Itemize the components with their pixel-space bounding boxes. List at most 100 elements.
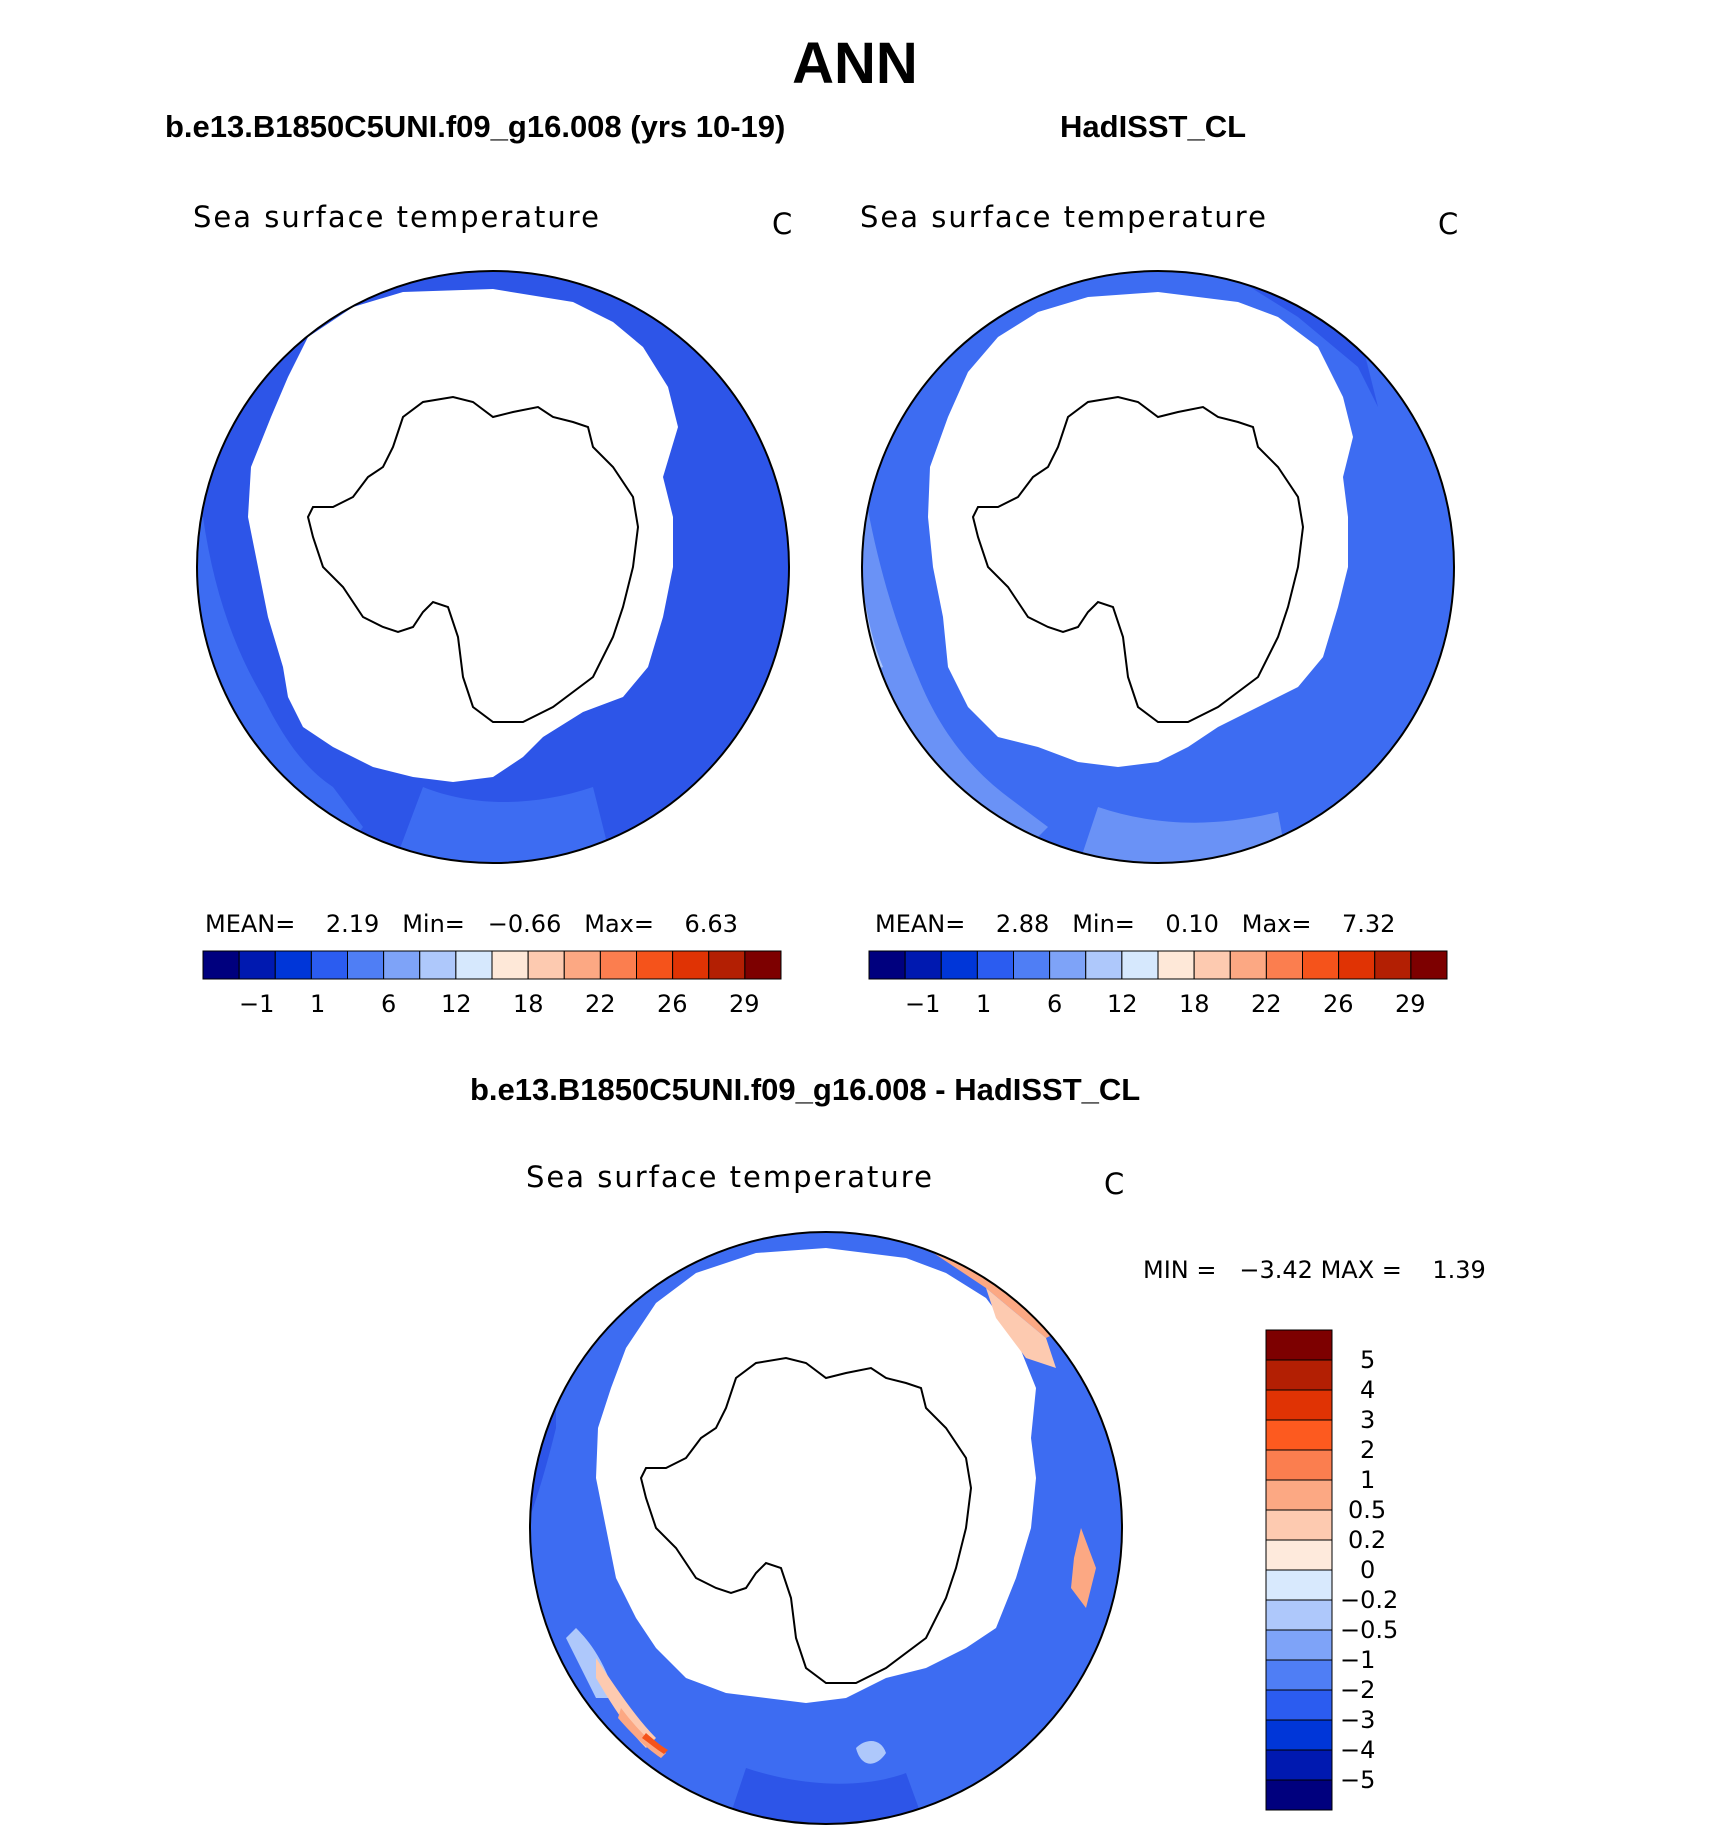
diff-colorbar-swatch	[1265, 1509, 1333, 1541]
cb1-tick: 6	[381, 990, 397, 1018]
diff-colorbar-tick: 1	[1360, 1466, 1376, 1494]
panel-1-polar-map	[196, 270, 790, 864]
panel-1-colorbar-ticks: −1 1 6 12 18 22 26 29	[203, 990, 781, 1020]
diff-colorbar-tick: −0.5	[1340, 1616, 1399, 1644]
diff-panel-units: C	[1104, 1167, 1127, 1201]
cb1-tick: 26	[657, 990, 688, 1018]
colorbar-swatch	[672, 950, 710, 980]
panel-2-colorbar-ticks: −1 1 6 12 18 22 26 29	[869, 990, 1447, 1020]
colorbar-swatch	[1374, 950, 1412, 980]
diff-panel-polar-map	[529, 1231, 1123, 1825]
diff-colorbar-tick: 2	[1360, 1436, 1376, 1464]
panel-1-units: C	[772, 207, 795, 241]
diff-colorbar-tick: −5	[1340, 1766, 1376, 1794]
colorbar-swatch	[1410, 950, 1448, 980]
diff-colorbar-tick: 3	[1360, 1406, 1376, 1434]
diff-colorbar-swatch	[1265, 1329, 1333, 1361]
colorbar-swatch	[238, 950, 276, 980]
diff-colorbar-swatch	[1265, 1569, 1333, 1601]
diff-panel-variable: Sea surface temperature	[526, 1160, 934, 1194]
cb1-tick: 12	[441, 990, 472, 1018]
diff-colorbar-tick: −2	[1340, 1676, 1376, 1704]
colorbar-swatch	[636, 950, 674, 980]
colorbar-swatch	[1085, 950, 1123, 980]
colorbar-swatch	[904, 950, 942, 980]
cb1-tick: 29	[729, 990, 760, 1018]
diff-colorbar-swatch	[1265, 1539, 1333, 1571]
colorbar-swatch	[940, 950, 978, 980]
antarctica-outline	[971, 395, 1305, 723]
panel-2-colorbar	[868, 950, 1448, 980]
panel-2-variable: Sea surface temperature	[860, 200, 1268, 234]
colorbar-swatch	[1013, 950, 1051, 980]
colorbar-swatch	[310, 950, 348, 980]
colorbar-swatch	[868, 950, 906, 980]
diff-colorbar-swatch	[1265, 1479, 1333, 1511]
diff-colorbar	[1265, 1329, 1333, 1811]
panel-2-stats: MEAN= 2.88 Min= 0.10 Max= 7.32	[875, 910, 1396, 938]
panel-1-title: b.e13.B1850C5UNI.f09_g16.008 (yrs 10-19)	[165, 109, 786, 144]
antarctica-outline	[306, 395, 640, 723]
colorbar-swatch	[1193, 950, 1231, 980]
diff-colorbar-tick: 0.2	[1348, 1526, 1387, 1554]
diff-colorbar-swatch	[1265, 1779, 1333, 1811]
diff-colorbar-swatch	[1265, 1689, 1333, 1721]
cb2-tick: 29	[1395, 990, 1426, 1018]
antarctica-outline	[639, 1356, 973, 1684]
diff-panel-title: b.e13.B1850C5UNI.f09_g16.008 - HadISST_C…	[470, 1072, 1141, 1107]
colorbar-swatch	[455, 950, 493, 980]
colorbar-swatch	[202, 950, 240, 980]
cb1-tick: 1	[310, 990, 326, 1018]
colorbar-swatch	[1049, 950, 1087, 980]
colorbar-swatch	[1302, 950, 1340, 980]
diff-colorbar-swatch	[1265, 1419, 1333, 1451]
diff-colorbar-tick: −1	[1340, 1646, 1376, 1674]
colorbar-swatch	[1265, 950, 1303, 980]
cb2-tick: 22	[1251, 990, 1282, 1018]
diff-colorbar-swatch	[1265, 1659, 1333, 1691]
cb2-tick: 18	[1179, 990, 1210, 1018]
diff-colorbar-tick: 4	[1360, 1376, 1376, 1404]
colorbar-swatch	[708, 950, 746, 980]
colorbar-swatch	[1229, 950, 1267, 980]
cb2-tick: −1	[905, 990, 941, 1018]
diff-colorbar-tick: −3	[1340, 1706, 1376, 1734]
diff-colorbar-swatch	[1265, 1449, 1333, 1481]
diff-colorbar-tick: 5	[1360, 1346, 1376, 1374]
colorbar-swatch	[274, 950, 312, 980]
colorbar-swatch	[347, 950, 385, 980]
diff-colorbar-swatch	[1265, 1359, 1333, 1391]
diff-colorbar-tick: 0	[1360, 1556, 1376, 1584]
panel-2-polar-map	[861, 270, 1455, 864]
cb2-tick: 12	[1107, 990, 1138, 1018]
colorbar-swatch	[976, 950, 1014, 980]
diff-colorbar-ticks: 5 4 3 2 1 0.5 0.2 0 −0.2 −0.5 −1 −2 −3 −4 −5	[1340, 1330, 1460, 1810]
colorbar-swatch	[1157, 950, 1195, 980]
diff-colorbar-swatch	[1265, 1749, 1333, 1781]
colorbar-swatch	[599, 950, 637, 980]
cb1-tick: −1	[239, 990, 275, 1018]
diff-colorbar-tick: 0.5	[1348, 1496, 1387, 1524]
colorbar-swatch	[563, 950, 601, 980]
figure-title: ANN	[792, 31, 918, 96]
panel-1-stats: MEAN= 2.19 Min= −0.66 Max= 6.63	[205, 910, 738, 938]
cb2-tick: 1	[976, 990, 992, 1018]
panel-1-variable: Sea surface temperature	[193, 200, 601, 234]
diff-colorbar-swatch	[1265, 1599, 1333, 1631]
panel-2-title: HadISST_CL	[1060, 109, 1247, 144]
colorbar-swatch	[744, 950, 782, 980]
cb2-tick: 6	[1047, 990, 1063, 1018]
colorbar-swatch	[527, 950, 565, 980]
panel-2-units: C	[1438, 207, 1461, 241]
cb1-tick: 22	[585, 990, 616, 1018]
diff-colorbar-tick: −0.2	[1340, 1586, 1399, 1614]
diff-colorbar-swatch	[1265, 1719, 1333, 1751]
diff-colorbar-swatch	[1265, 1629, 1333, 1661]
colorbar-swatch	[1121, 950, 1159, 980]
diff-panel-stats: MIN = −3.42 MAX = 1.39	[1143, 1256, 1486, 1284]
diff-colorbar-swatch	[1265, 1389, 1333, 1421]
colorbar-swatch	[1338, 950, 1376, 980]
colorbar-swatch	[383, 950, 421, 980]
colorbar-swatch	[419, 950, 457, 980]
cb1-tick: 18	[513, 990, 544, 1018]
